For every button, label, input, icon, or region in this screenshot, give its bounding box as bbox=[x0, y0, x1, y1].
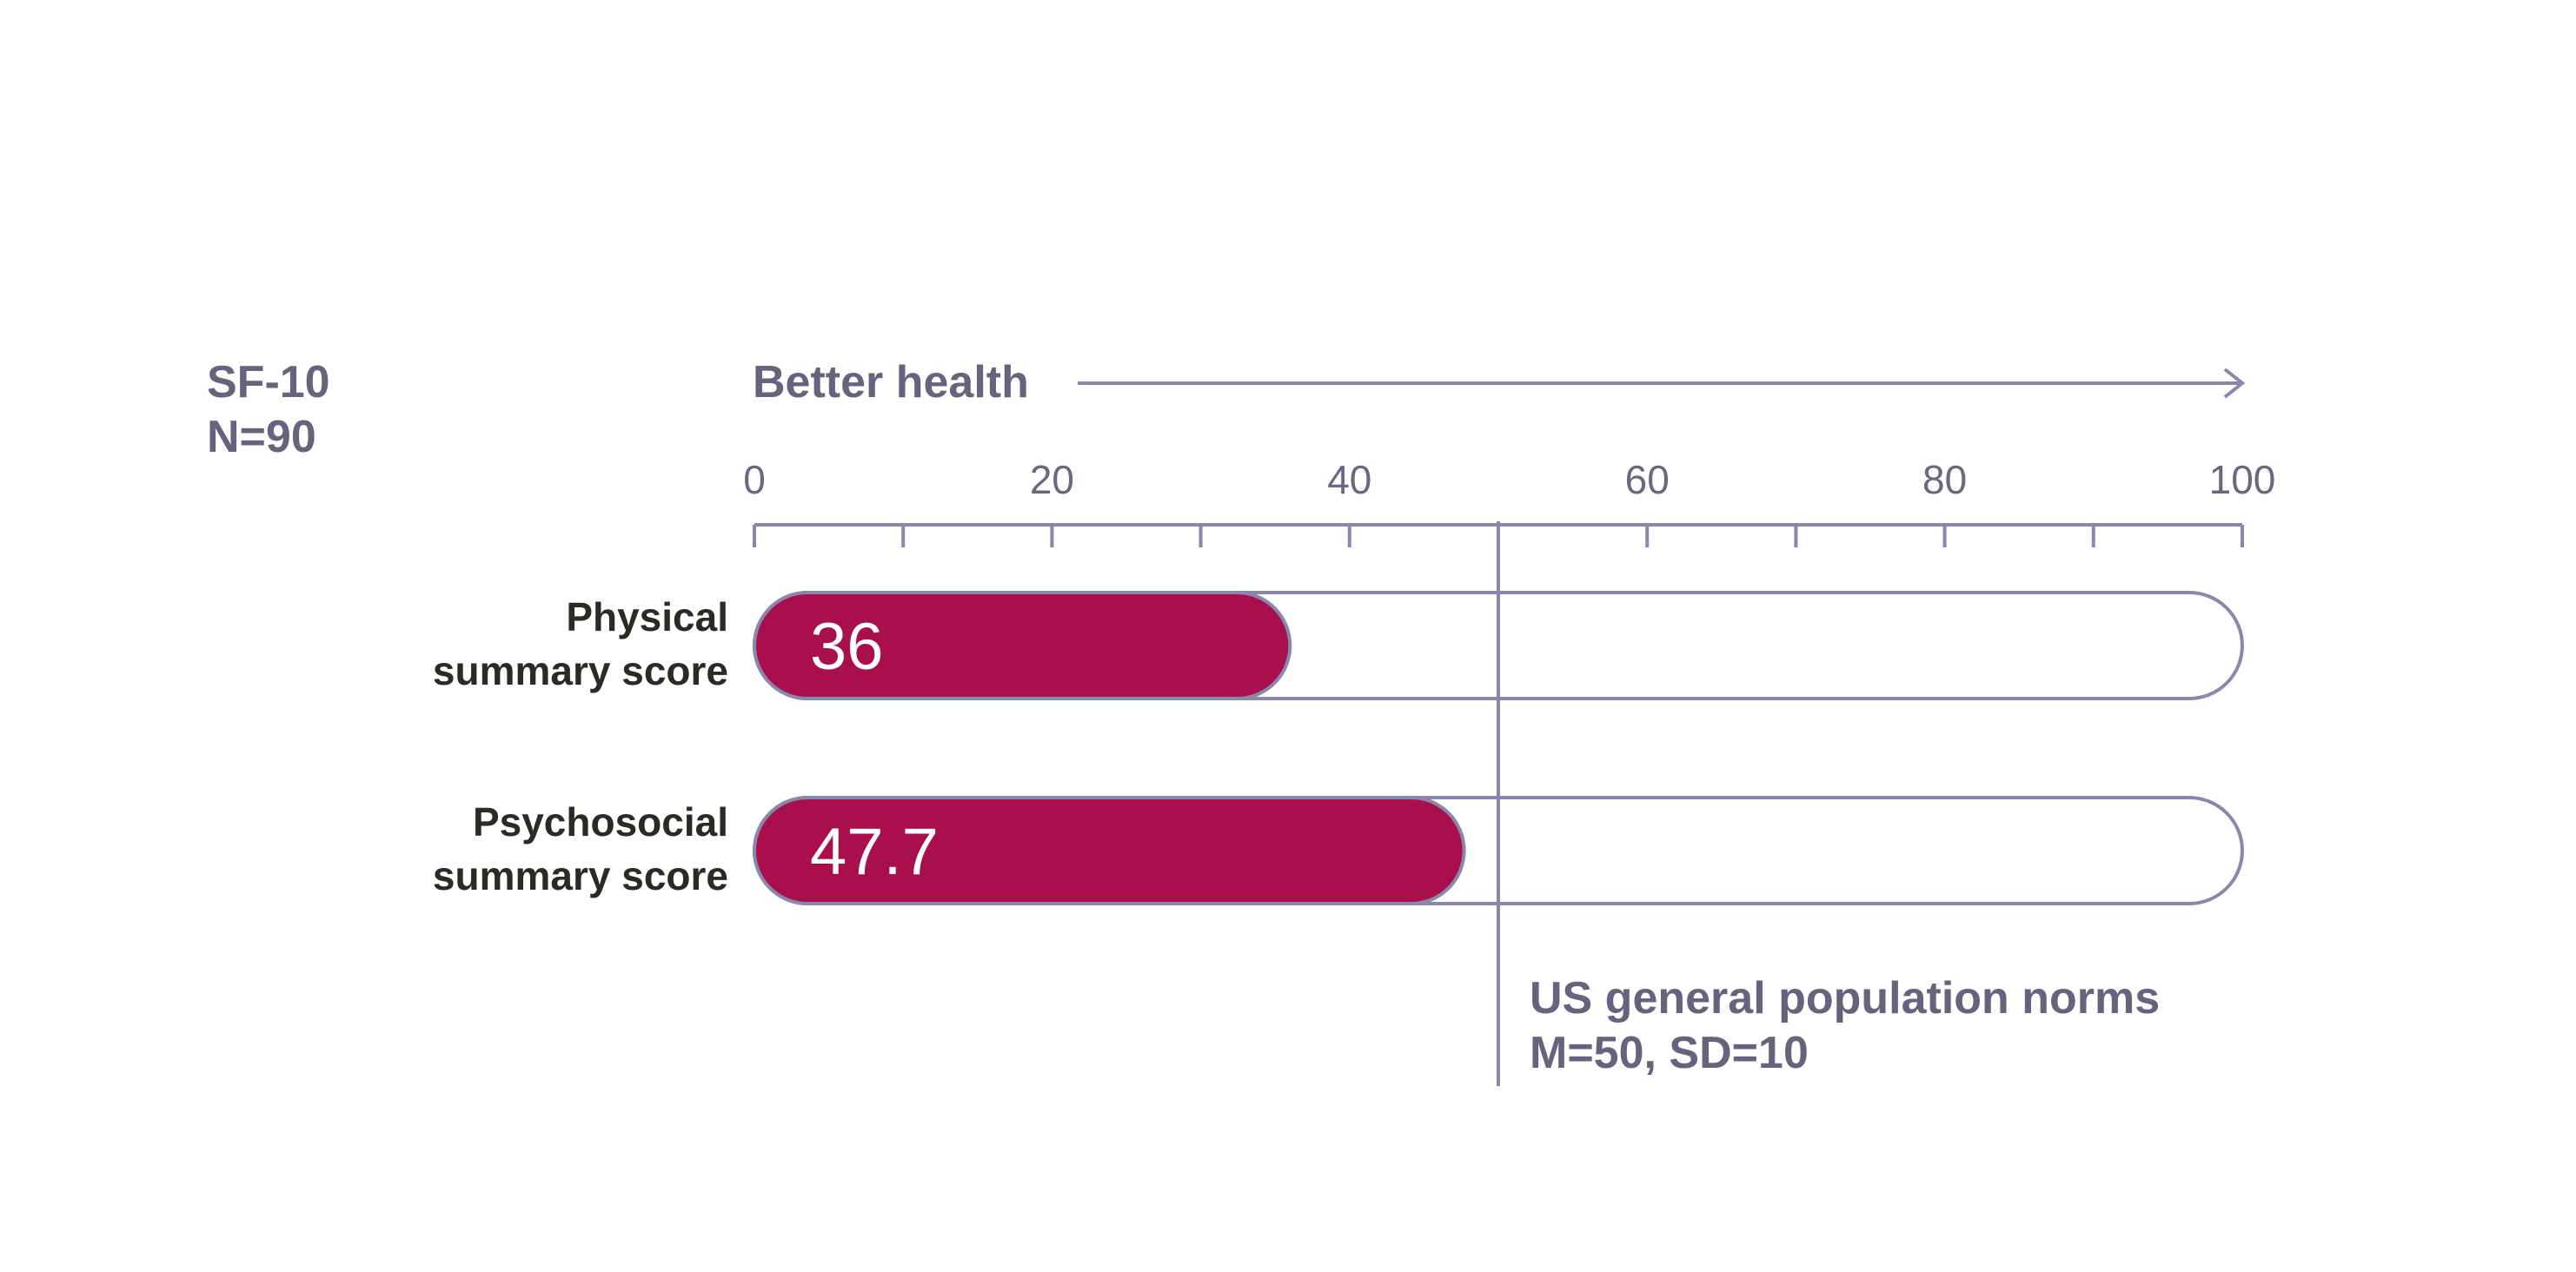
bar-0 bbox=[753, 591, 1292, 700]
bar-row-1: 47.7 Psychosocial summary score bbox=[433, 796, 2244, 905]
category-label-0-line-1: Physical bbox=[566, 594, 728, 639]
panel-title-line-2: N=90 bbox=[207, 412, 316, 462]
tick-label-60: 60 bbox=[1625, 457, 1670, 502]
direction-arrow-head bbox=[2223, 368, 2246, 399]
bar-value-label-1: 47.7 bbox=[810, 815, 939, 889]
tick-label-40: 40 bbox=[1327, 457, 1371, 502]
category-label-1-line-2: summary score bbox=[433, 853, 728, 898]
tick-label-20: 20 bbox=[1030, 457, 1074, 502]
bar-1 bbox=[753, 796, 1466, 905]
bar-row-0: 36 Physical summary score bbox=[433, 591, 2244, 700]
category-label-0-line-2: summary score bbox=[433, 648, 728, 693]
tick-label-80: 80 bbox=[1922, 457, 1967, 502]
reference-label-line-2: M=50, SD=10 bbox=[1530, 1028, 1809, 1078]
bar-value-label-0: 36 bbox=[810, 610, 884, 684]
tick-label-100: 100 bbox=[2209, 457, 2276, 502]
tick-label-0: 0 bbox=[743, 457, 766, 502]
reference-label-line-1: US general population norms bbox=[1530, 973, 2160, 1024]
axis-direction-label: Better health bbox=[753, 357, 1029, 407]
category-label-1-line-1: Psychosocial bbox=[473, 799, 728, 845]
x-axis-tick-labels: 0 20 40 60 80 100 bbox=[743, 457, 2275, 502]
bars: 36 Physical summary score 47.7 Psychosocial s… bbox=[433, 591, 2244, 905]
x-axis-ticks bbox=[753, 525, 2244, 547]
panel-title-line-1: SF-10 bbox=[207, 357, 330, 407]
